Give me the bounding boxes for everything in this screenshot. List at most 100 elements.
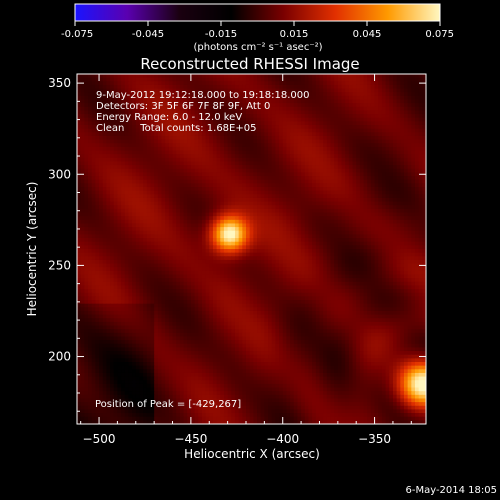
heatmap-cell <box>297 81 302 86</box>
heatmap-cell <box>234 150 240 155</box>
heatmap-cell <box>279 161 284 166</box>
heatmap-cell <box>176 190 181 195</box>
heatmap-cell <box>198 194 203 199</box>
heatmap-cell <box>216 161 221 166</box>
heatmap-cell <box>257 157 262 163</box>
heatmap-cell <box>201 168 207 174</box>
heatmap-cell <box>359 165 365 170</box>
heatmap-cell <box>205 212 210 217</box>
heatmap-cell <box>77 256 82 261</box>
heatmap-cell <box>411 135 416 141</box>
heatmap-cell <box>403 168 409 174</box>
heatmap-cell <box>121 81 126 86</box>
heatmap-cell <box>363 74 368 79</box>
heatmap-cell <box>231 219 236 225</box>
heatmap-cell <box>271 212 276 217</box>
heatmap-cell <box>378 219 383 225</box>
heatmap-cell <box>293 154 299 159</box>
heatmap-cell <box>414 227 420 232</box>
heatmap-cell <box>334 241 339 246</box>
heatmap-cell <box>282 201 287 206</box>
heatmap-cell <box>132 219 137 225</box>
heatmap-cell <box>249 201 254 206</box>
heatmap-cell <box>396 106 401 112</box>
heatmap-cell <box>422 154 426 159</box>
heatmap-cell <box>330 197 335 203</box>
heatmap-cell <box>403 201 409 206</box>
heatmap-cell <box>264 259 269 265</box>
heatmap-cell <box>216 234 221 239</box>
heatmap-cell <box>359 117 365 122</box>
heatmap-cell <box>143 117 148 122</box>
heatmap-cell <box>293 227 299 232</box>
heatmap-cell <box>198 139 203 144</box>
heatmap-cell <box>411 201 416 206</box>
heatmap-cell <box>352 197 357 203</box>
heatmap-cell <box>323 183 328 188</box>
heatmap-cell <box>341 216 346 221</box>
heatmap-cell <box>183 256 188 261</box>
heatmap-cell <box>403 103 409 108</box>
heatmap-cell <box>201 208 207 214</box>
heatmap-cell <box>249 212 254 217</box>
heatmap-cell <box>161 165 166 170</box>
heatmap-cell <box>271 143 276 148</box>
heatmap-cell <box>216 110 221 115</box>
heatmap-cell <box>352 95 357 101</box>
heatmap-cell <box>253 183 258 188</box>
heatmap-cell <box>374 197 379 203</box>
heatmap-cell <box>190 219 196 225</box>
heatmap-cell <box>187 190 192 195</box>
heatmap-cell <box>418 74 423 79</box>
heatmap-cell <box>264 256 269 261</box>
heatmap-cell <box>227 146 232 152</box>
heatmap-cell <box>341 245 346 250</box>
heatmap-cell <box>422 216 426 221</box>
heatmap-cell <box>411 216 416 221</box>
heatmap-cell <box>257 117 262 122</box>
heatmap-cell <box>297 249 302 254</box>
heatmap-cell <box>172 179 177 184</box>
heatmap-cell <box>220 139 225 144</box>
heatmap-cell <box>315 117 321 122</box>
heatmap-cell <box>286 84 291 90</box>
heatmap-cell <box>102 99 107 104</box>
heatmap-cell <box>198 143 203 148</box>
heatmap-cell <box>242 190 247 195</box>
heatmap-cell <box>223 197 229 203</box>
heatmap-cell <box>312 135 317 141</box>
heatmap-cell <box>297 183 302 188</box>
heatmap-cell <box>168 92 174 97</box>
heatmap-cell <box>99 197 104 203</box>
heatmap-cell <box>150 187 155 192</box>
heatmap-cell <box>143 219 148 225</box>
heatmap-cell <box>264 194 269 199</box>
heatmap-cell <box>194 139 199 144</box>
heatmap-cell <box>205 241 210 246</box>
heatmap-cell <box>352 150 357 155</box>
heatmap-cell <box>319 99 324 104</box>
heatmap-cell <box>352 84 357 90</box>
heatmap-cell <box>304 81 310 86</box>
heatmap-cell <box>290 179 295 184</box>
heatmap-cell <box>172 117 177 122</box>
heatmap-cell <box>400 110 405 115</box>
heatmap-cell <box>392 212 398 217</box>
heatmap-cell <box>231 128 236 133</box>
heatmap-cell <box>381 88 387 93</box>
heatmap-cell <box>201 234 207 239</box>
heatmap-cell <box>257 216 262 221</box>
heatmap-cell <box>279 99 284 104</box>
heatmap-cell <box>80 74 85 79</box>
heatmap-cell <box>411 92 416 97</box>
heatmap-cell <box>172 245 177 250</box>
heatmap-cell <box>198 208 203 214</box>
heatmap-cell <box>297 165 302 170</box>
heatmap-cell <box>378 143 383 148</box>
heatmap-cell <box>330 183 335 188</box>
heatmap-cell <box>374 84 379 90</box>
heatmap-cell <box>187 81 192 86</box>
heatmap-cell <box>253 92 258 97</box>
heatmap-cell <box>234 139 240 144</box>
heatmap-cell <box>238 216 243 221</box>
